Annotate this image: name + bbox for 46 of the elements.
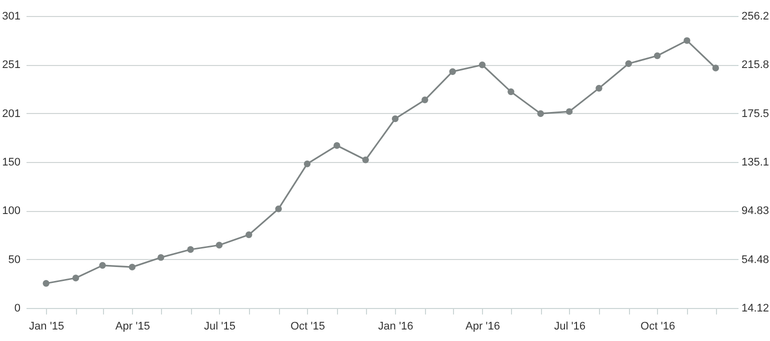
point — [187, 246, 194, 253]
y-tick-label: 150 — [2, 156, 20, 168]
y-tick-label: 201 — [2, 108, 20, 120]
x-tick-label: Oct '16 — [640, 320, 676, 332]
point — [158, 254, 164, 261]
y-tick-label: 50 — [8, 254, 20, 266]
y2-tick-label: 175.5 — [742, 108, 770, 120]
y2-tick-label: 135.1 — [742, 156, 770, 169]
point — [537, 110, 544, 117]
point — [334, 142, 340, 149]
x-tick-label: Jul '15 — [204, 320, 236, 332]
x-tick-label: Jan '15 — [29, 320, 64, 332]
point — [99, 262, 106, 269]
x-tick-label: Oct '15 — [290, 320, 325, 332]
y-tick-label: 251 — [2, 59, 20, 72]
point — [625, 60, 632, 67]
point — [478, 62, 486, 68]
point — [684, 37, 690, 44]
point — [246, 231, 252, 238]
point — [216, 242, 223, 248]
point — [712, 64, 720, 72]
y2-tick-label: 54.48 — [742, 254, 770, 266]
point — [449, 68, 456, 75]
point — [362, 156, 369, 164]
point — [392, 115, 399, 122]
y-tick-label: 100 — [2, 205, 20, 218]
y2-tick-label: 14.12 — [742, 302, 770, 314]
point — [508, 88, 514, 96]
point — [422, 96, 428, 104]
point — [128, 264, 136, 270]
point — [596, 84, 602, 92]
x-tick-label: Jan '16 — [378, 320, 414, 332]
point — [42, 280, 50, 287]
point — [566, 108, 573, 115]
y2-tick-label: 94.83 — [742, 205, 770, 218]
y2-tick-label: 256.2 — [742, 10, 770, 22]
point — [72, 274, 80, 282]
point — [304, 160, 311, 168]
point — [275, 206, 282, 212]
point — [654, 52, 661, 60]
x-tick-label: Jul '16 — [554, 320, 586, 332]
y2-tick-label: 215.8 — [742, 59, 770, 72]
y-tick-label: 301 — [2, 10, 20, 22]
x-tick-label: Apr '15 — [115, 320, 150, 332]
y-tick-label: 0 — [14, 302, 20, 314]
x-tick-label: Apr '16 — [466, 320, 500, 332]
